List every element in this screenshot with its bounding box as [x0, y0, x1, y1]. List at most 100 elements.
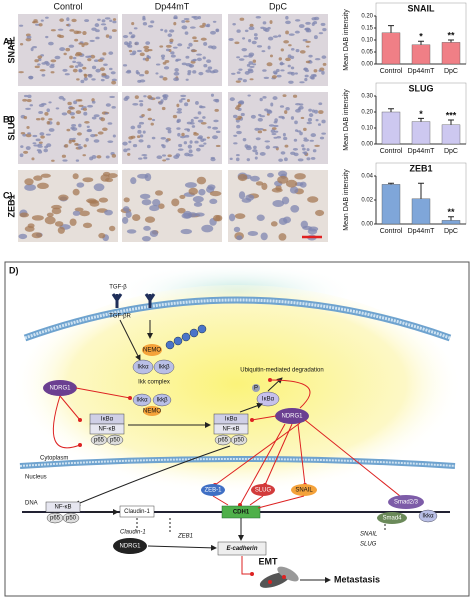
cell	[266, 62, 273, 67]
cell	[257, 130, 263, 134]
cell	[199, 25, 206, 28]
cell	[23, 116, 28, 120]
cell	[174, 67, 179, 72]
cell	[58, 95, 65, 100]
cell	[134, 41, 139, 46]
cell	[185, 55, 190, 59]
cell	[30, 47, 34, 52]
cell	[278, 158, 283, 162]
cell	[138, 100, 144, 103]
cell	[64, 73, 70, 76]
column-header: Control	[53, 1, 82, 11]
cell	[35, 118, 41, 121]
label: Ikkα	[137, 365, 149, 371]
cell	[133, 27, 138, 30]
cell	[234, 213, 246, 219]
cell	[198, 188, 206, 196]
cell	[214, 108, 219, 112]
cell	[278, 233, 287, 241]
cell	[249, 78, 254, 81]
inhibition	[213, 422, 301, 487]
cell	[26, 125, 30, 129]
cell	[40, 173, 51, 178]
cell	[290, 151, 296, 155]
cell	[155, 72, 159, 75]
cell	[173, 155, 180, 159]
inhibition	[238, 423, 286, 507]
cell	[108, 225, 116, 232]
cell	[302, 225, 312, 230]
cell	[85, 55, 91, 58]
cell	[58, 194, 69, 201]
cell	[91, 100, 96, 104]
cell	[33, 144, 39, 147]
cell	[72, 137, 76, 140]
cell	[210, 157, 216, 162]
cell	[282, 94, 287, 98]
protein	[251, 484, 275, 496]
cell	[20, 132, 26, 135]
cell	[109, 95, 115, 99]
micrograph-bg	[18, 170, 118, 242]
cell	[288, 33, 295, 36]
cell	[45, 62, 50, 66]
nfkb-complex	[45, 501, 81, 524]
y-axis-label: Mean DAB intensity	[343, 169, 350, 231]
cell	[313, 16, 320, 21]
cell	[111, 78, 117, 82]
cell	[307, 196, 319, 203]
cell	[179, 194, 186, 199]
cell	[128, 136, 134, 140]
cell	[101, 19, 106, 23]
cell	[298, 24, 305, 29]
label: DNA	[25, 501, 38, 507]
cell	[215, 28, 220, 33]
cell	[251, 40, 257, 45]
cell	[283, 216, 292, 224]
cell	[164, 29, 168, 33]
cell	[318, 32, 324, 35]
cell	[50, 29, 56, 32]
cell	[285, 106, 290, 111]
cell	[304, 77, 308, 82]
cell	[61, 154, 67, 158]
cell	[247, 145, 251, 148]
cell	[128, 41, 132, 45]
error-bar	[448, 39, 454, 43]
cell	[255, 16, 262, 19]
cell	[173, 16, 178, 19]
row-label: SLUG	[6, 115, 16, 140]
cell	[296, 130, 302, 133]
cell	[112, 20, 117, 24]
cell	[78, 68, 83, 73]
cell	[160, 28, 164, 32]
cell	[270, 102, 274, 107]
cell	[180, 98, 186, 101]
cell	[280, 48, 284, 52]
error-bar	[418, 117, 424, 122]
cell	[76, 78, 80, 81]
cell	[165, 44, 172, 48]
cell	[253, 36, 259, 40]
arrow	[136, 518, 386, 532]
cell	[299, 181, 307, 188]
cell	[200, 37, 207, 41]
cell	[305, 45, 310, 48]
cell	[142, 130, 146, 134]
cell	[258, 127, 264, 131]
cell	[123, 148, 128, 153]
cell	[177, 207, 186, 214]
cell	[237, 173, 248, 182]
cell	[272, 70, 278, 75]
label: NF-κB	[55, 505, 72, 511]
cell	[132, 103, 139, 106]
label: SLUG	[255, 488, 272, 494]
cell	[147, 25, 154, 28]
cell	[179, 99, 183, 103]
cell-membrane	[24, 298, 451, 340]
cell	[19, 24, 24, 27]
cell	[207, 45, 214, 49]
cell	[253, 33, 258, 37]
label: TGF-β	[109, 285, 127, 291]
inhibition	[212, 495, 305, 509]
